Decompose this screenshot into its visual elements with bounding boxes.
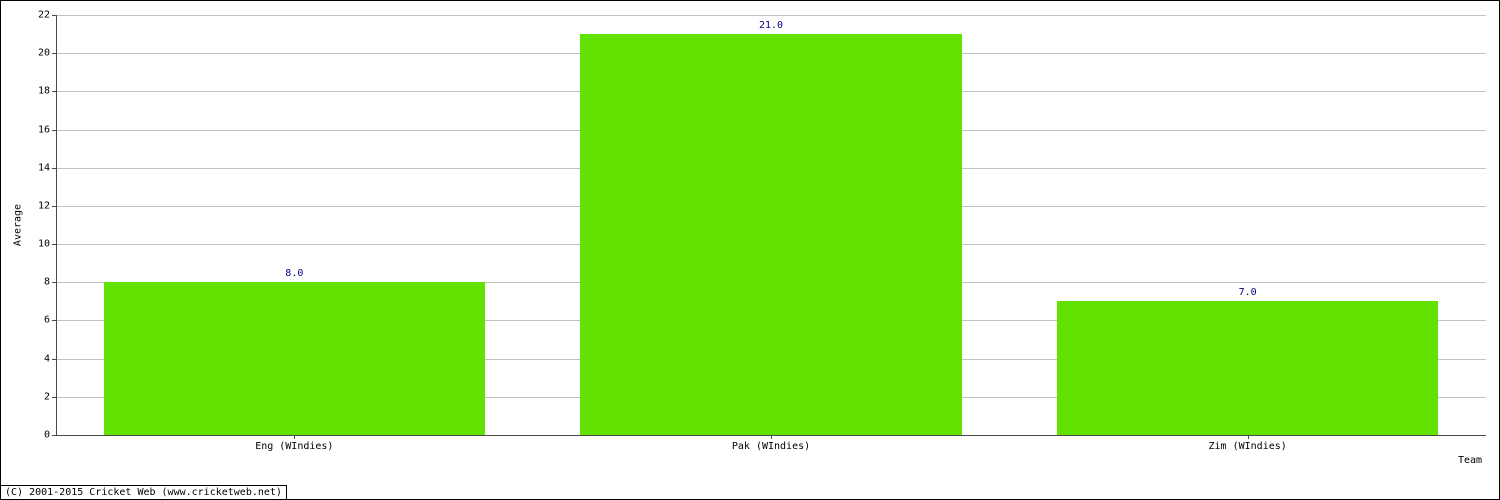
- y-tick-label: 10: [38, 239, 56, 250]
- bar: [580, 34, 961, 435]
- bar-value-label: 7.0: [1239, 287, 1257, 298]
- plot-area: 02468101214161820228.0Eng (WIndies)21.0P…: [56, 15, 1486, 435]
- bar: [104, 282, 485, 435]
- y-tick-label: 18: [38, 86, 56, 97]
- x-axis-title: Team: [1458, 455, 1482, 466]
- y-tick-label: 14: [38, 162, 56, 173]
- y-tick-label: 16: [38, 124, 56, 135]
- gridline: [56, 15, 1486, 16]
- y-axis-line: [56, 15, 57, 435]
- bar: [1057, 301, 1438, 435]
- y-tick-label: 6: [44, 315, 56, 326]
- x-tick-label: Eng (WIndies): [255, 435, 333, 452]
- chart-container: 0 2 4 6 8 10 12 14 16 18 20 22 8.0 Eng (WIndies) 21.0 P…: [0, 0, 1500, 500]
- bar-value-label: 21.0: [759, 20, 783, 31]
- y-tick-label: 4: [44, 353, 56, 364]
- x-tick-label: Zim (WIndies): [1209, 435, 1287, 452]
- y-tick-label: 2: [44, 391, 56, 402]
- y-tick-label: 8: [44, 277, 56, 288]
- y-tick-label: 20: [38, 48, 56, 59]
- bar-value-label: 8.0: [285, 268, 303, 279]
- y-tick-label: 22: [38, 10, 56, 21]
- y-tick-label: 0: [44, 430, 56, 441]
- y-tick-label: 12: [38, 200, 56, 211]
- copyright-footer: (C) 2001-2015 Cricket Web (www.cricketwe…: [1, 485, 287, 499]
- x-tick-label: Pak (WIndies): [732, 435, 810, 452]
- y-axis-title: Average: [13, 204, 24, 246]
